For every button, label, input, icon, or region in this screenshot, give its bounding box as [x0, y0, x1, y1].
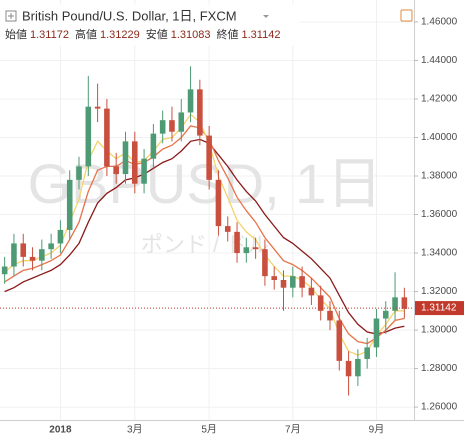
candle-body [159, 120, 166, 134]
x-tick-label: 9月 [369, 424, 385, 436]
candle-body [187, 89, 194, 113]
candle-body [1, 266, 8, 275]
candle-body [29, 256, 36, 261]
candle-body [57, 229, 64, 244]
chart-title: British Pound/U.S. Dollar, 1日, FXCM [22, 8, 237, 23]
plot [0, 66, 414, 396]
candle-body [336, 320, 343, 361]
y-tick-label: 1.30000 [421, 325, 458, 336]
candle-body [224, 226, 231, 232]
ohlc-label: 高値 [75, 27, 97, 41]
candle-body [299, 276, 305, 288]
x-tick-label: 5月 [201, 424, 217, 436]
candle-body [104, 108, 110, 167]
last-price-box [415, 301, 464, 316]
x-tick-label: 7月 [285, 424, 301, 436]
y-tick-label: 1.28000 [421, 363, 458, 374]
candle-body [243, 247, 250, 254]
ohlc-value: 1.31083 [171, 29, 211, 41]
candle-body [85, 106, 92, 167]
y-tick-label: 1.32000 [421, 286, 458, 297]
header-bg [0, 4, 300, 46]
candle-body [206, 135, 212, 180]
candle-body [373, 318, 380, 348]
settings-icon[interactable] [400, 9, 413, 22]
watermark: GBPUSD, 1日 [28, 152, 383, 215]
x-tick-label: 2018 [49, 425, 72, 436]
y-tick-label: 1.36000 [421, 209, 458, 220]
candle-body [327, 310, 333, 321]
ohlc-value: 1.31172 [30, 29, 69, 41]
candle-body [262, 249, 268, 277]
ohlc-label: 終値 [216, 27, 238, 41]
y-tick-label: 1.40000 [421, 132, 458, 143]
ohlc-label: 始値 [5, 27, 27, 41]
candle-body [66, 179, 73, 230]
y-tick-label: 1.34000 [421, 248, 458, 259]
y-tick-label: 1.26000 [421, 402, 458, 413]
ohlc-legend: 始値 1.31172 高値 1.31229 安値 1.31083 終値 1.31142 [5, 27, 280, 41]
dropdown-arrow[interactable] [263, 15, 269, 18]
candle-body [345, 360, 352, 377]
candle-body [317, 295, 324, 311]
candle-body [11, 243, 17, 267]
candle-body [271, 276, 278, 280]
collapse-icon[interactable] [5, 10, 17, 22]
ma-line [4, 138, 405, 335]
x-tick-label: 3月 [127, 424, 143, 436]
y-tick-label: 1.42000 [421, 94, 458, 105]
candle-body [150, 133, 157, 159]
candle-body [113, 166, 119, 175]
candle-body [169, 120, 175, 132]
axes: 1.26000 1.28000 1.30000 1.32000 1.34000 1.360… [49, 17, 464, 436]
ohlc-value: 1.31142 [241, 29, 280, 41]
y-tick-label: 1.44000 [421, 55, 458, 66]
candle-body [355, 358, 361, 377]
y-tick-label: 1.46000 [421, 17, 458, 28]
candle-body [141, 158, 147, 184]
candle-body [94, 106, 101, 109]
candle-body [401, 297, 408, 309]
candle-body [39, 249, 45, 261]
candle-body [178, 112, 185, 132]
ohlc-value: 1.31229 [100, 29, 140, 41]
candle-body [234, 231, 240, 254]
candle-body [215, 179, 222, 227]
candle-body [290, 276, 296, 288]
candle-body [20, 243, 27, 257]
candle-body [197, 89, 203, 136]
y-tick-label: 1.38000 [421, 171, 458, 182]
candle-body [308, 287, 315, 296]
candle-body [48, 243, 54, 250]
candle-body [280, 280, 287, 288]
candle-body [252, 247, 259, 250]
candle-body [131, 141, 138, 184]
candle-body [76, 166, 82, 180]
candle-body [122, 141, 129, 175]
candle-body [392, 297, 398, 311]
candle-body [382, 310, 389, 319]
last-price-label: 1.31142 [421, 303, 457, 314]
candle-body [364, 347, 370, 359]
ohlc-label: 安値 [146, 27, 168, 41]
